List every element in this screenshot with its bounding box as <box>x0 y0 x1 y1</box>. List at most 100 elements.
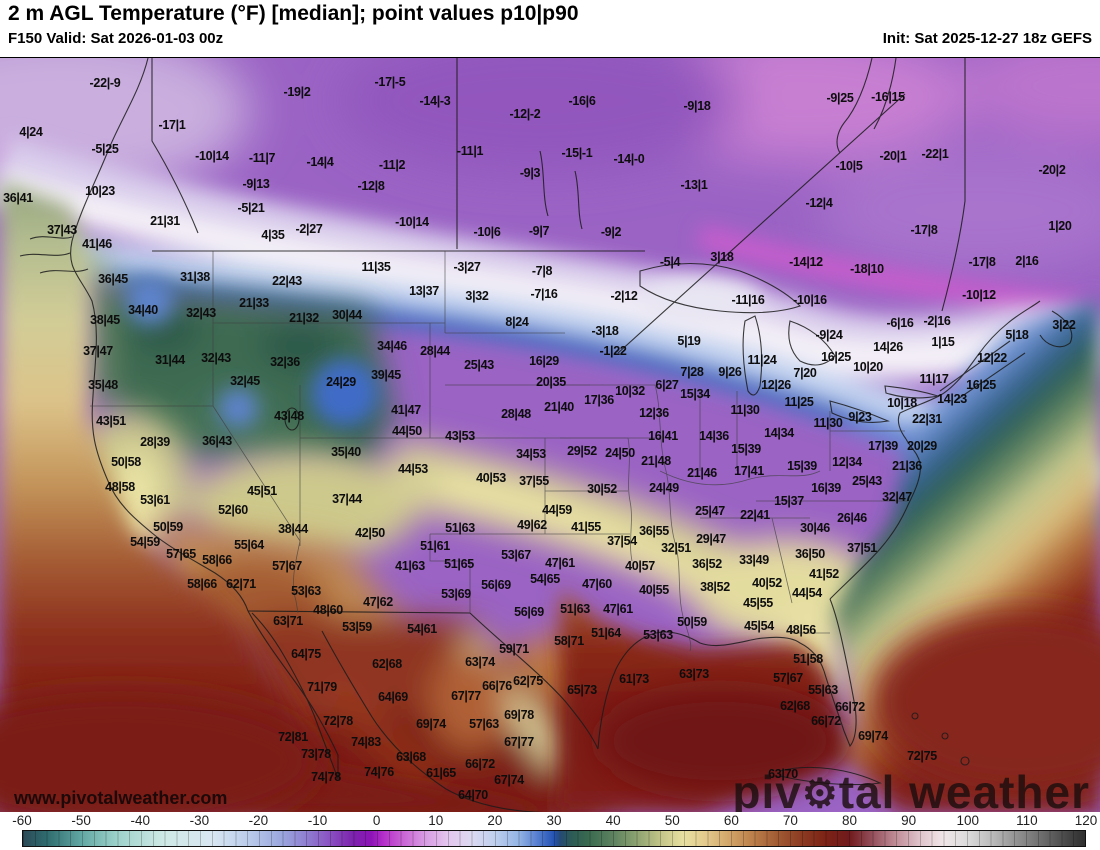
point-value: 30|52 <box>587 482 617 496</box>
colorbar-tick: -50 <box>71 813 91 828</box>
point-value: 72|75 <box>907 749 937 763</box>
point-value: 67|77 <box>504 735 534 749</box>
colorbar-tick: 30 <box>546 813 562 828</box>
point-value: 53|59 <box>342 620 372 634</box>
point-value: 53|61 <box>140 493 170 507</box>
point-value: 66|76 <box>482 679 512 693</box>
point-value: 25|43 <box>464 358 494 372</box>
point-value: 56|69 <box>481 578 511 592</box>
point-value: 38|45 <box>90 313 120 327</box>
init-time-label: Init: Sat 2025-12-27 18z GEFS <box>882 30 1092 47</box>
colorbar-tick: 40 <box>605 813 621 828</box>
point-value: 22|43 <box>272 274 302 288</box>
point-value: 21|31 <box>150 214 180 228</box>
point-value: -2|16 <box>923 314 951 328</box>
colorbar-tick: 0 <box>372 813 381 828</box>
point-value: 11|30 <box>730 403 760 417</box>
brand-prefix: piv <box>732 766 802 814</box>
colorbar-tick: 60 <box>723 813 739 828</box>
point-value: 34|53 <box>516 447 546 461</box>
point-value: 63|74 <box>465 655 495 669</box>
point-value: 48|58 <box>105 480 135 494</box>
point-value: 41|52 <box>809 567 839 581</box>
point-value: -12|4 <box>805 196 833 210</box>
point-value: 55|63 <box>808 683 838 697</box>
colorbar-tick: 120 <box>1074 813 1098 828</box>
point-value: 3|18 <box>710 250 734 264</box>
colorbar-tick: -30 <box>189 813 210 828</box>
point-value: 32|47 <box>882 490 912 504</box>
point-value: 12|22 <box>977 351 1007 365</box>
point-value: 31|38 <box>180 270 210 284</box>
point-value: 51|63 <box>560 602 590 616</box>
point-value: -9|2 <box>600 225 622 239</box>
brand-watermark: piv⚙tal weather <box>732 765 1090 814</box>
point-value: 51|58 <box>793 652 823 666</box>
point-value: -20|1 <box>879 149 907 163</box>
point-value: 13|37 <box>409 284 439 298</box>
point-value: 74|78 <box>311 770 341 784</box>
point-value: 16|29 <box>529 354 559 368</box>
point-value: 66|72 <box>835 700 865 714</box>
point-value: 25|47 <box>695 504 725 518</box>
point-value: -14|12 <box>789 255 823 269</box>
point-value: 51|64 <box>591 626 621 640</box>
point-value: -9|7 <box>528 224 550 238</box>
point-value: 63|71 <box>273 614 303 628</box>
point-value: 5|19 <box>677 334 701 348</box>
point-value: 65|73 <box>567 683 597 697</box>
point-value: 14|23 <box>937 392 967 406</box>
point-value: 12|34 <box>832 455 862 469</box>
point-value: 14|36 <box>699 429 729 443</box>
point-value: 53|69 <box>441 587 471 601</box>
point-value: -12|-2 <box>509 107 541 121</box>
point-value: 58|66 <box>187 577 217 591</box>
point-value: 15|39 <box>787 459 817 473</box>
point-value: 54|61 <box>407 622 437 636</box>
point-value: 37|55 <box>519 474 549 488</box>
point-value: 37|44 <box>332 492 362 506</box>
point-value: -5|21 <box>237 201 265 215</box>
point-value: 28|48 <box>501 407 531 421</box>
point-value: 44|54 <box>792 586 822 600</box>
point-value: 36|43 <box>202 434 232 448</box>
point-value: 14|34 <box>764 426 794 440</box>
point-value: -11|16 <box>731 293 765 307</box>
point-value: -10|16 <box>793 293 827 307</box>
point-value: -9|24 <box>815 328 843 342</box>
point-value: 50|59 <box>153 520 183 534</box>
point-value: 50|58 <box>111 455 141 469</box>
colorbar-gradient <box>22 830 1086 847</box>
point-values-layer: -22|-9 -19|2 -17|1 4|24 -5|25 -10|14 -11|7 -14|… <box>0 58 1100 813</box>
page-title: 2 m AGL Temperature (°F) [median]; point… <box>8 2 579 25</box>
point-value: 16|25 <box>966 378 996 392</box>
point-value: 74|83 <box>351 735 381 749</box>
point-value: -2|12 <box>610 289 638 303</box>
point-value: -22|-9 <box>89 76 121 90</box>
point-value: -17|-5 <box>374 75 406 89</box>
point-value: 22|31 <box>912 412 942 426</box>
point-value: 55|64 <box>234 538 264 552</box>
point-value: 20|29 <box>907 439 937 453</box>
point-value: 24|50 <box>605 446 635 460</box>
point-value: 51|65 <box>444 557 474 571</box>
point-value: -11|7 <box>248 151 276 165</box>
point-value: 47|61 <box>545 556 575 570</box>
point-value: -18|10 <box>850 262 884 276</box>
point-value: 42|50 <box>355 526 385 540</box>
point-value: 36|41 <box>3 191 33 205</box>
point-value: 21|33 <box>239 296 269 310</box>
point-value: 30|46 <box>800 521 830 535</box>
point-value: 54|65 <box>530 572 560 586</box>
point-value: 29|47 <box>696 532 726 546</box>
point-value: 41|46 <box>82 237 112 251</box>
colorbar-tick: 80 <box>842 813 858 828</box>
point-value: 12|26 <box>761 378 791 392</box>
point-value: 62|68 <box>372 657 402 671</box>
point-value: 41|55 <box>571 520 601 534</box>
point-value: 1|15 <box>931 335 955 349</box>
point-value: 74|76 <box>364 765 394 779</box>
point-value: -9|18 <box>683 99 711 113</box>
point-value: 37|47 <box>83 344 113 358</box>
colorbar-tick: 90 <box>901 813 917 828</box>
